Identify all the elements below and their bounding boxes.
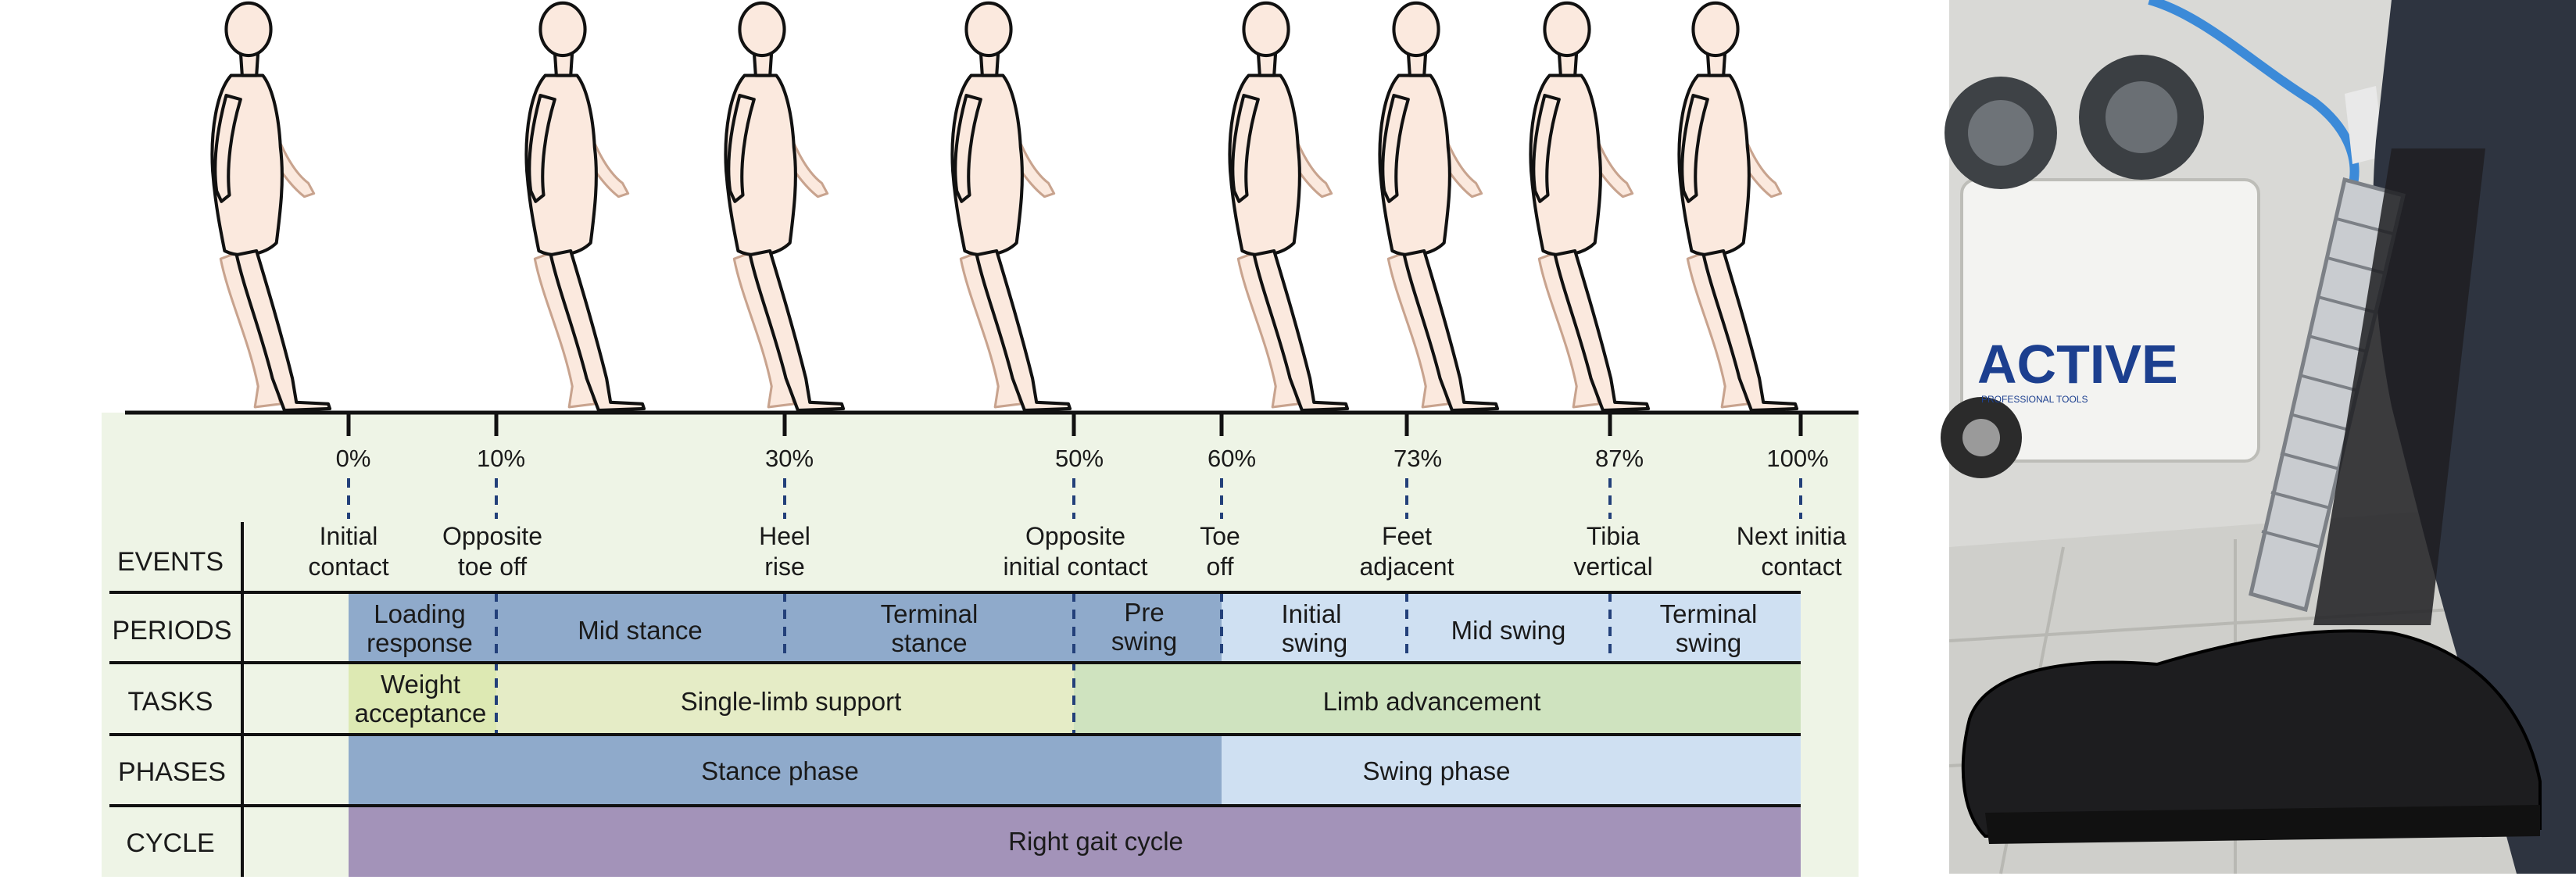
walking-figure-icon: [725, 3, 843, 410]
period-label: Mid swing: [1451, 616, 1566, 645]
period-cell: [1407, 592, 1610, 663]
walking-figure-icon: [1379, 3, 1497, 410]
walking-figure-icon: [526, 3, 644, 410]
period-label-line1: Loading: [374, 599, 465, 628]
event-label-line1: Opposite: [442, 522, 542, 550]
period-label-line1: Pre: [1124, 598, 1164, 627]
task-label: Limb advancement: [1323, 687, 1541, 716]
walking-figure-icon: [1530, 3, 1648, 410]
event-label-line2: off: [1207, 552, 1234, 581]
percent-label: 87%: [1595, 445, 1644, 472]
tasks-row: Weight acceptance Single-limb support Li…: [349, 663, 1801, 735]
event-label-line1: Opposite: [1025, 522, 1125, 550]
event-label-line2: rise: [764, 552, 805, 581]
cycle-label: Right gait cycle: [1008, 827, 1183, 856]
event-label-line1: Toe: [1200, 522, 1240, 550]
phases-row: Stance phase Swing phase: [349, 735, 1801, 806]
period-label-line2: swing: [1111, 627, 1177, 656]
row-label-phases: PHASES: [118, 757, 226, 787]
percent-label: 50%: [1055, 445, 1104, 472]
brand-text: ACTIVE: [1977, 334, 2178, 395]
period-label-line1: Terminal: [881, 599, 979, 628]
event-label-line1: Feet: [1382, 522, 1432, 550]
task-cell: [496, 663, 1074, 735]
percent-label: 10%: [477, 445, 525, 472]
period-label-line2: response: [367, 628, 473, 657]
phase-label: Swing phase: [1363, 756, 1511, 785]
row-label-cycle: CYCLE: [126, 828, 214, 858]
event-label-line1: Initial: [320, 522, 378, 550]
task-label-line2: acceptance: [355, 699, 487, 728]
percent-label: 100%: [1766, 445, 1828, 472]
brand-subtext: PROFESSIONAL TOOLS: [1981, 394, 2088, 405]
cycle-row: Right gait cycle: [349, 806, 1801, 877]
phase-label: Stance phase: [701, 756, 859, 785]
period-label-line2: swing: [1676, 628, 1741, 657]
walking-figure-icon: [1679, 3, 1797, 410]
periods-row: Loading response Mid stance Terminal sta…: [349, 592, 1801, 663]
phase-cell: [349, 735, 1222, 806]
task-cell: [1074, 663, 1801, 735]
ground-ticks: [346, 413, 1803, 436]
cycle-cell: [349, 806, 1801, 877]
row-label-periods: PERIODS: [112, 616, 231, 645]
period-label-line2: stance: [891, 628, 967, 657]
event-label-line2: contact: [308, 552, 388, 581]
percent-label: 0%: [336, 445, 371, 472]
period-cell: [1074, 592, 1222, 663]
event-label-line1: Tibia: [1587, 522, 1640, 550]
event-label-line2: adjacent: [1360, 552, 1454, 581]
row-label-tasks: TASKS: [128, 687, 213, 717]
row-separators: [109, 522, 1801, 877]
walking-figure-icon: [952, 3, 1070, 410]
event-guides: [347, 478, 1802, 519]
percent-label: 60%: [1208, 445, 1256, 472]
walking-figures: [212, 3, 1797, 410]
event-label-line1: Next initia: [1737, 522, 1847, 550]
period-cell: [1222, 592, 1407, 663]
period-cell: [1610, 592, 1801, 663]
percent-labels: 0% 10% 30% 50% 60% 73% 87% 100%: [336, 445, 1829, 472]
period-cell: [349, 592, 496, 663]
phase-cell: [1222, 735, 1801, 806]
event-label-line2: toe off: [458, 552, 527, 581]
event-label-line2: initial contact: [1004, 552, 1148, 581]
percent-label: 73%: [1394, 445, 1442, 472]
task-cell: [349, 663, 496, 735]
exoskeleton-photo: ACTIVE PROFESSIONAL TOOLS: [1941, 0, 2576, 874]
walking-figure-icon: [1229, 3, 1347, 410]
period-label-line1: Initial: [1281, 599, 1341, 628]
event-label-line2: contact: [1761, 552, 1841, 581]
percent-label: 30%: [765, 445, 814, 472]
walking-figure-icon: [212, 3, 330, 410]
period-label-line1: Terminal: [1660, 599, 1758, 628]
events-row: Initial contact Opposite toe off Heel ri…: [308, 522, 1846, 581]
task-label: Single-limb support: [681, 687, 901, 716]
period-cell: [496, 592, 785, 663]
period-label-line2: swing: [1282, 628, 1347, 657]
event-label-line1: Heel: [759, 522, 810, 550]
period-label: Mid stance: [578, 616, 703, 645]
period-cell: [785, 592, 1074, 663]
event-label-line2: vertical: [1573, 552, 1652, 581]
task-label-line1: Weight: [381, 670, 460, 699]
row-labels: EVENTS PERIODS TASKS PHASES CYCLE: [112, 547, 231, 858]
row-label-events: EVENTS: [117, 547, 224, 577]
